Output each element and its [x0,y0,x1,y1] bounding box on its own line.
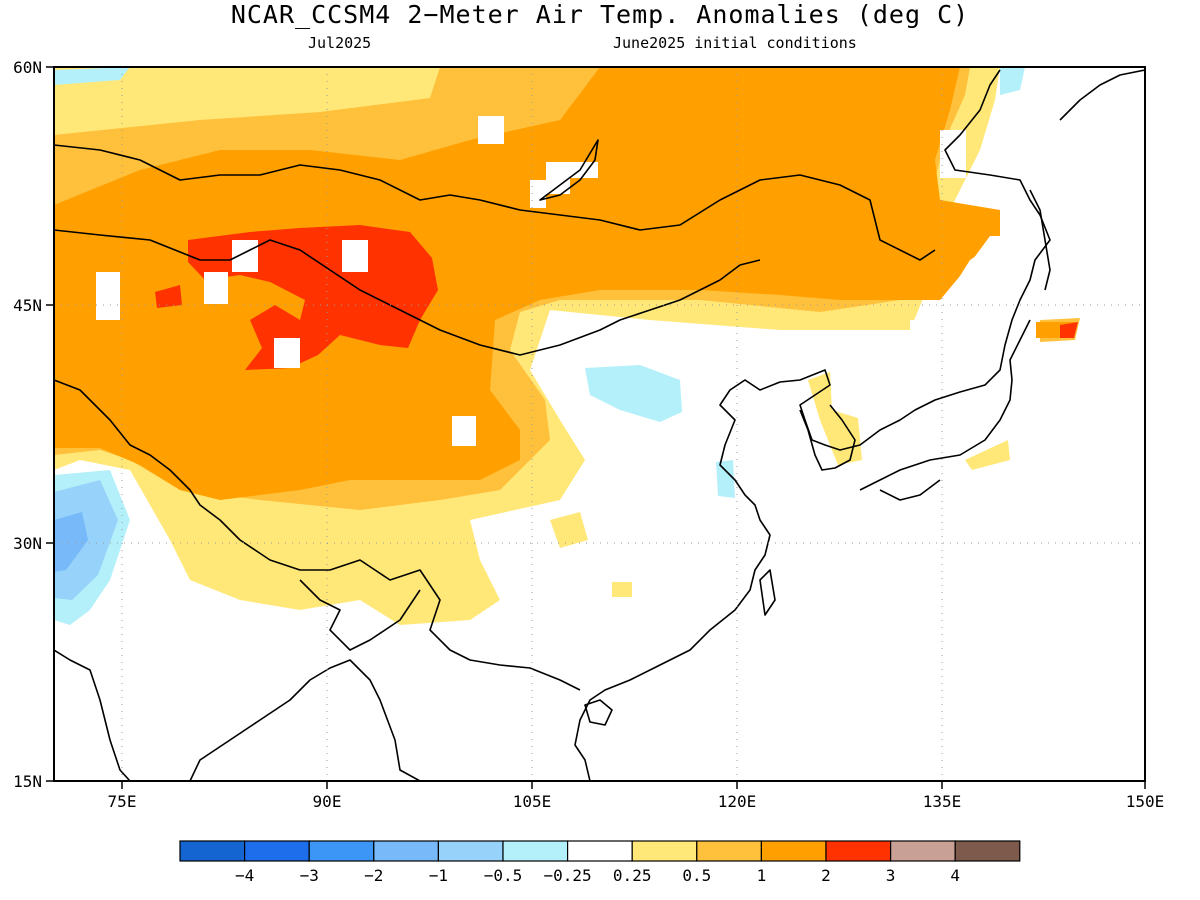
anomaly-0.25-0.5-patch [808,372,862,465]
map-gridlines [54,67,1145,781]
legend-label: −0.5 [484,866,523,885]
legend-swatch [244,840,310,862]
legend-swatch [437,840,504,862]
initial-conditions: June2025 initial conditions [613,34,857,52]
coastline-east-asia [574,69,1051,781]
anomaly-0.25-0.5-patch [612,582,632,597]
map-title: NCAR_CCSM4 2−Meter Air Temp. Anomalies (… [230,0,970,29]
lon-tick-label: 135E [923,792,962,811]
legend-swatch [179,840,246,862]
anomaly-0.25-0.5-patch [550,512,588,548]
legend-swatch [825,840,892,862]
anomaly-neg-1-2 [54,512,88,572]
legend-swatch [760,840,827,862]
legend-swatch [696,840,762,862]
coastline-taiwan [759,569,776,616]
axis-ticks [46,66,1146,789]
legend-label: 2 [821,866,831,885]
anomaly-2-3-patch [1060,322,1078,338]
anomaly-fields [54,67,1145,781]
coastline-south-asia [54,649,131,781]
lat-tick-label: 30N [13,534,42,553]
lat-tick-label: 60N [13,58,42,77]
legend-label: −2 [364,866,383,885]
legend-swatch [502,840,569,862]
lat-tick-labels: 60N 45N 30N 15N [13,58,42,791]
legend-label: −0.25 [544,866,592,885]
lon-tick-label: 120E [718,792,757,811]
coastline-kamchatka [1059,69,1145,121]
lat-tick-label: 15N [13,772,42,791]
legend-label: 3 [886,866,896,885]
anomaly-neg-0.25-0.5 [716,460,735,498]
anomaly-2-3-patch [155,285,182,308]
legend-label: −3 [300,866,319,885]
legend-swatch [954,840,1021,862]
legend-label: −1 [429,866,448,885]
forecast-month: Jul2025 [308,34,372,52]
coastline-japan [859,319,1031,501]
legend-label: 4 [950,866,960,885]
legend-swatch [373,840,439,862]
legend-swatch [308,840,375,862]
map-frame [53,66,1146,782]
border-north [54,144,936,261]
lon-tick-label: 150E [1126,792,1165,811]
anomaly-neg-0.25-0.5 [585,365,682,422]
lon-tick-labels: 75E 90E 105E 120E 135E 150E [108,792,1165,811]
border-south [54,379,581,691]
coastline-sakhalin [1029,189,1051,291]
coastline-lake-baikal [539,139,599,201]
legend-label: −4 [235,866,254,885]
lon-tick-label: 105E [513,792,552,811]
anomaly-neg-0.25-0.5 [1000,67,1025,95]
lon-tick-label: 75E [108,792,137,811]
lon-tick-label: 90E [313,792,342,811]
lat-tick-label: 45N [13,296,42,315]
legend-swatch [566,840,633,862]
anomaly-neg-0.25-0.5 [54,67,130,85]
legend-label: 1 [757,866,767,885]
legend-swatch [889,840,956,862]
border-mongolia-south [329,259,761,356]
coastline-korea [799,404,856,471]
legend-swatch [631,840,698,862]
anomaly-0.25-0.5-patch [965,440,1010,470]
legend-label: 0.25 [613,866,652,885]
border-central-asia [54,229,331,271]
coastline-bay-of-bengal [189,659,421,781]
anomaly-1-2 [54,67,1000,500]
color-legend: −4 −3 −2 −1 −0.5 −0.25 0.25 0.5 1 2 3 4 [179,840,1021,885]
coastlines-and-borders [54,69,1145,781]
masked-lake-cells [96,116,1026,446]
legend-label: 0.5 [682,866,711,885]
border-india-east [299,579,421,651]
coastline-hainan [584,699,613,726]
